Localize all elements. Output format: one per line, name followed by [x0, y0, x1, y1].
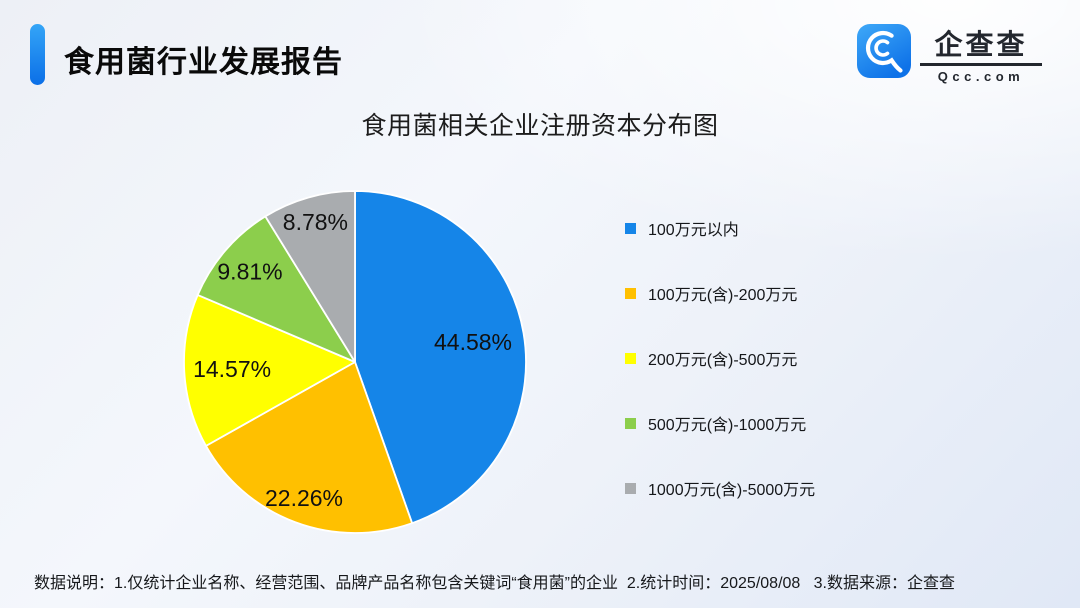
pie-slice-0	[354, 190, 527, 525]
pie-slice-3	[196, 215, 356, 363]
legend-item-2: 200万元(含)-500万元	[625, 346, 797, 370]
legend-swatch-1	[625, 287, 636, 299]
pie-slice-label-1: 22.26%	[265, 485, 343, 511]
page-title: 食用菌行业发展报告	[64, 46, 343, 79]
legend-item-4: 1000万元(含)-5000万元	[625, 476, 815, 500]
pie-slice-label-3: 9.81%	[217, 259, 282, 285]
legend-swatch-2	[625, 352, 636, 364]
pie-slice-2	[183, 294, 356, 447]
logo-divider	[920, 63, 1042, 66]
legend-label-1: 100万元(含)-200万元	[648, 287, 798, 304]
legend-label-0: 100万元以内	[648, 222, 739, 239]
logo-text: 企查查 Qcc.com	[920, 24, 1042, 84]
chart-title: 食用菌相关企业注册资本分布图	[361, 112, 719, 140]
legend-swatch-4	[625, 482, 636, 494]
logo-brand-name: 企查查	[934, 29, 1028, 60]
logo-brand-domain: Qcc.com	[937, 68, 1025, 84]
legend-swatch-3	[625, 417, 636, 429]
legend-label-4: 1000万元(含)-5000万元	[648, 482, 816, 499]
pie-slice-label-4: 8.78%	[283, 209, 348, 235]
legend-swatch-0	[625, 222, 636, 234]
pie-slice-4	[264, 190, 356, 363]
qcc-magnifier-icon	[857, 24, 911, 78]
legend-label-3: 500万元(含)-1000万元	[648, 417, 807, 434]
pie-chart: 44.58% 22.26% 14.57% 9.81%8.78%	[183, 190, 527, 534]
qcc-logo: 企查查 Qcc.com	[857, 24, 1042, 84]
legend-item-3: 500万元(含)-1000万元	[625, 411, 806, 435]
chart-legend: 100万元以内 100万元(含)-200万元 200万元(含)-500万元 500万元…	[625, 0, 925, 608]
pie-slice-label-2: 14.57%	[193, 356, 271, 382]
pie-slice-label-0: 44.58%	[434, 329, 512, 355]
legend-item-1: 100万元(含)-200万元	[625, 281, 797, 305]
legend-label-2: 200万元(含)-500万元	[648, 352, 798, 369]
footer-data-note: 数据说明：1.仅统计企业名称、经营范围、品牌产品名称包含关键词“食用菌”的企业 …	[34, 575, 955, 592]
title-accent-bar	[30, 24, 45, 85]
legend-item-0: 100万元以内	[625, 216, 739, 240]
pie-slice-1	[205, 361, 414, 534]
